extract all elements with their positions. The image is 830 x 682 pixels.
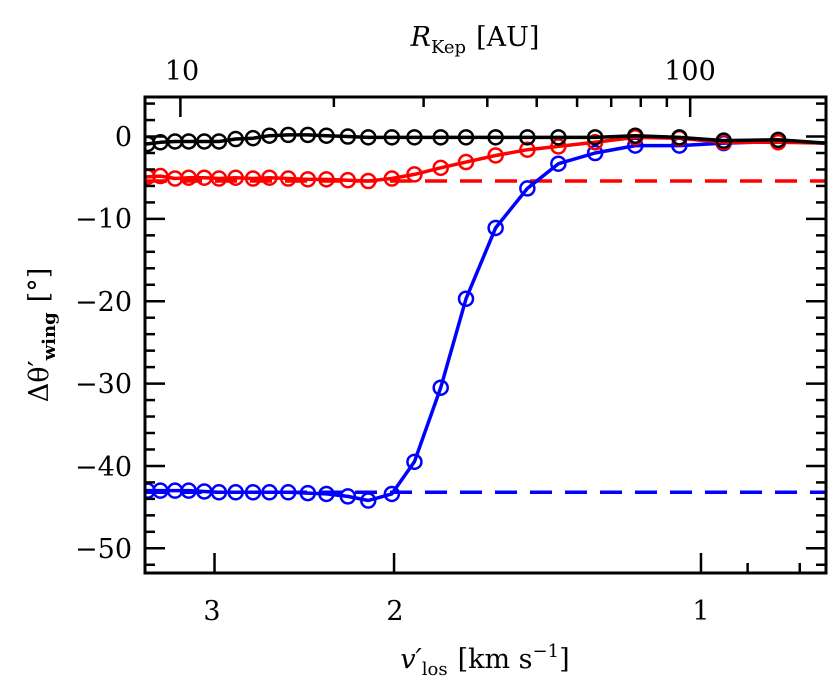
- data-point: [769, 131, 787, 149]
- data-point: [715, 132, 732, 149]
- data-point: [279, 170, 297, 187]
- data-point: [487, 147, 504, 164]
- data-point: [432, 129, 449, 146]
- data-point: [180, 482, 197, 499]
- x-tick-label: 3: [203, 596, 220, 627]
- data-point: [210, 133, 228, 150]
- data-point: [227, 130, 244, 148]
- top-axis-title: RKep [AU]: [410, 22, 540, 58]
- data-point: [299, 484, 317, 502]
- data-point: [457, 153, 475, 171]
- data-point: [180, 133, 197, 150]
- data-point: [383, 485, 401, 503]
- data-point: [339, 128, 357, 145]
- data-point: [244, 129, 262, 147]
- data-point: [457, 290, 475, 308]
- data-point: [210, 484, 228, 501]
- data-point: [180, 169, 197, 186]
- data-point: [279, 484, 297, 501]
- data-point: [299, 171, 317, 188]
- data-point: [360, 172, 377, 190]
- data-point: [586, 144, 604, 162]
- data-point: [586, 129, 604, 146]
- data-point: [318, 171, 335, 188]
- data-point: [550, 138, 567, 155]
- data-point: [550, 155, 567, 172]
- series-line: [145, 139, 826, 503]
- x-tick-label: 1: [692, 596, 709, 627]
- data-point: [227, 169, 244, 186]
- data-point: [210, 170, 228, 187]
- data-point: [383, 170, 401, 187]
- y-tick-label: −20: [75, 287, 132, 318]
- data-point: [406, 453, 423, 471]
- data-point: [318, 127, 335, 144]
- y-tick-label: −10: [75, 204, 132, 235]
- data-point: [227, 484, 244, 501]
- data-point: [432, 159, 449, 177]
- data-point: [406, 129, 423, 146]
- y-tick-label: −40: [75, 452, 132, 483]
- data-point: [360, 492, 377, 509]
- data-point: [244, 484, 262, 501]
- top-tick-label: 100: [664, 56, 716, 87]
- top-tick-label: 10: [165, 56, 199, 87]
- data-point: [550, 129, 567, 146]
- data-point: [299, 126, 317, 144]
- data-point: [383, 129, 401, 146]
- data-point: [279, 126, 297, 144]
- data-point: [487, 219, 504, 237]
- data-point: [406, 166, 423, 183]
- data-point: [519, 180, 536, 197]
- data-point: [261, 484, 278, 501]
- data-point: [586, 134, 604, 151]
- y-tick-label: 0: [115, 122, 132, 153]
- data-point: [318, 485, 335, 503]
- x-axis-title: v′los [km s−1]: [400, 641, 569, 677]
- data-point: [487, 129, 504, 146]
- data-point: [432, 379, 449, 396]
- data-point: [457, 129, 475, 146]
- data-point: [627, 127, 644, 144]
- data-point: [339, 171, 357, 189]
- y-tick-label: −30: [75, 369, 132, 400]
- axis-ticks: [145, 97, 826, 573]
- plot-area: [145, 126, 826, 509]
- data-point: [519, 141, 536, 158]
- y-axis-title: Δθ′wing[°]: [24, 268, 60, 402]
- plot-frame: [143, 95, 828, 575]
- data-point: [244, 170, 262, 187]
- data-point: [671, 129, 688, 146]
- data-point: [261, 127, 278, 144]
- y-tick-label: −50: [75, 534, 132, 565]
- data-point: [519, 129, 536, 146]
- x-tick-label: 2: [386, 596, 403, 627]
- data-point: [261, 169, 278, 186]
- data-point: [360, 129, 377, 146]
- data-point: [339, 488, 357, 505]
